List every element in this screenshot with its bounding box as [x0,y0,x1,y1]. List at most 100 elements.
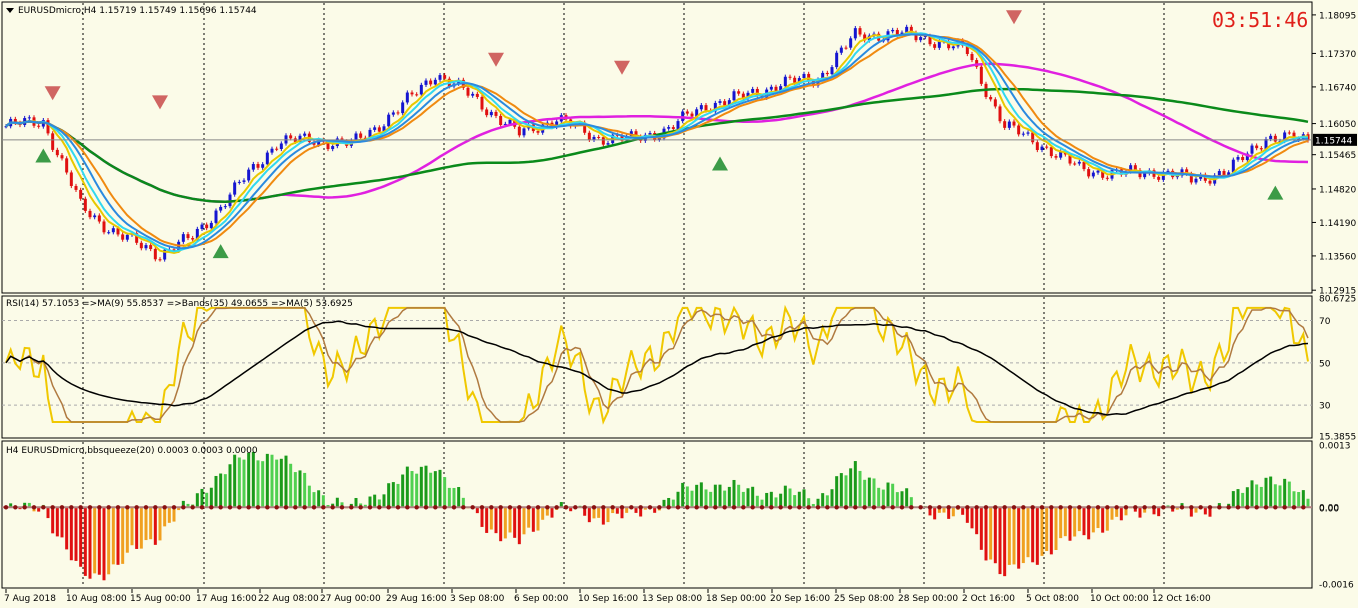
squeeze-dot [162,505,167,510]
price-tick-label: 1.14190 [1319,219,1356,229]
squeeze-bar [312,492,316,508]
squeeze-dot [97,505,102,510]
time-label: 6 Sep 00:00 [514,594,569,604]
squeeze-dot [190,505,195,510]
squeeze-dot [965,505,970,510]
squeeze-dot [1226,505,1231,510]
squeeze-bar [1035,507,1039,565]
rsi-header: RSI(14) 57.1053 =>MA(9) 55.8537 =>Bands(… [6,299,353,309]
candle-body [144,245,148,249]
candle-body [1273,135,1277,142]
candle-body [438,75,442,80]
rsi-bands-line [5,320,1309,416]
candle-body [303,133,307,136]
candle-body [1096,170,1100,173]
candle-body [1073,163,1077,165]
candle-body [1017,125,1021,135]
squeeze-dot [853,505,858,510]
squeeze-bar [401,474,405,508]
candle-body [970,53,974,61]
candle-body [1054,156,1058,158]
squeeze-dot [199,505,205,510]
squeeze-bar [219,473,223,508]
squeeze-dot [1049,505,1054,510]
squeeze-bar [209,487,213,508]
candle-body [671,127,675,129]
rsi-ma-line [5,307,1309,423]
candle-body [1068,154,1072,164]
squeeze-dot [834,505,839,510]
candle-body [1049,147,1053,157]
squeeze-dot [69,505,74,510]
candle-body [676,121,680,129]
chart-header: EURUSDmicro,H4 1.15719 1.15749 1.15696 1… [18,6,257,16]
last-price-box [1313,133,1357,146]
candle-body [359,133,363,138]
time-label: 10 Sep 16:00 [578,594,638,604]
squeeze-bar [1283,478,1287,508]
squeeze-dot [573,505,578,510]
squeeze-dot [750,505,755,510]
squeeze-dot [843,505,849,510]
squeeze-dot [50,505,55,510]
candle-body [247,169,251,181]
squeeze-bar [443,477,447,508]
candle-body [200,224,204,229]
squeeze-dot [1095,505,1101,510]
squeeze-bar [499,507,503,542]
squeeze-bar [1031,507,1035,563]
squeeze-bar [513,507,517,538]
squeeze-bar [1012,507,1016,565]
squeeze-dot [13,505,18,510]
collapse-arrow-icon[interactable] [6,8,14,13]
squeeze-bar [993,507,997,564]
candle-body [951,46,955,49]
squeeze-bar [643,507,647,510]
squeeze-bar [1096,507,1100,529]
squeeze-bar [23,502,27,508]
squeeze-bar [265,453,269,508]
squeeze-bar [340,502,344,508]
candle-body [1217,171,1221,176]
squeeze-dot [1301,505,1306,510]
squeeze-dot [778,505,783,510]
candle-body [629,131,633,136]
squeeze-bar [223,474,227,508]
sell-arrow-icon [152,95,168,110]
squeeze-bar [293,472,297,508]
candle-body [755,88,759,96]
candle-body [475,93,479,97]
candle-body [737,91,741,94]
candle-body [69,172,73,186]
candle-body [1231,159,1235,173]
candle-body [718,101,722,103]
squeeze-dot [1161,505,1166,510]
sell-arrow-icon [488,52,504,67]
squeeze-bar [382,494,386,508]
candle-body [1059,151,1063,158]
candle-body [1087,169,1091,177]
candle-body [60,155,64,159]
squeeze-dot [106,505,111,510]
squeeze-bar [965,507,969,523]
squeeze-bar [429,472,433,508]
squeeze-bar [1297,492,1301,508]
squeeze-bar [1124,507,1128,516]
squeeze-bar [1021,507,1025,564]
price-tick-label: 1.18095 [1319,11,1356,21]
squeeze-bar [905,488,909,508]
squeeze-dot [1086,505,1091,510]
squeeze-bar [51,507,55,534]
squeeze-bar [765,492,769,508]
squeeze-bar [107,507,111,575]
time-label: 27 Aug 00:00 [320,594,381,604]
candle-body [905,26,909,33]
squeeze-bar [9,503,13,508]
squeeze-bar [503,507,507,539]
candle-body [933,44,937,48]
squeeze-dot [87,505,93,510]
candle-body [849,38,853,48]
candle-body [363,137,367,139]
